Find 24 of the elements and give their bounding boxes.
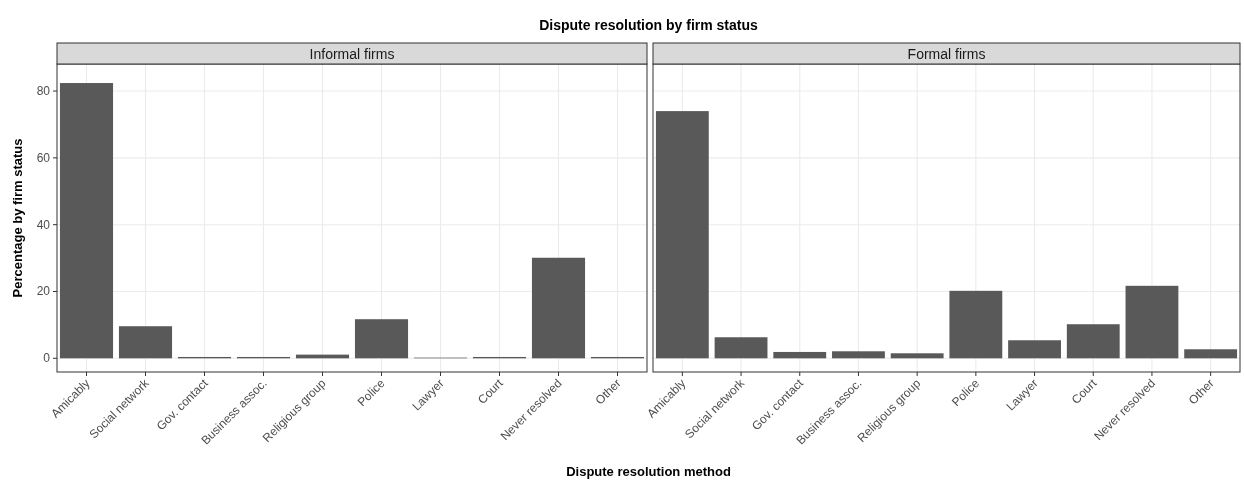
bar [655,111,709,359]
bar [118,326,173,359]
bar [1008,340,1061,359]
chart-title: Dispute resolution by firm status [539,17,758,33]
bar [949,290,1003,359]
y-tick-label: 80 [36,84,51,99]
bar [714,337,768,359]
bar [1184,349,1238,359]
bar [1125,285,1179,359]
y-tick-label: 40 [36,217,51,232]
x-axis-title: Dispute resolution method [566,464,731,479]
bar [890,353,944,359]
bar [531,257,586,359]
y-tick-label: 0 [43,351,51,366]
bar [59,83,114,359]
bar [1066,324,1120,359]
chart-subtitle: Informal firms [309,45,395,62]
y-tick-label: 60 [36,150,51,165]
y-tick-label: 20 [36,284,51,299]
bar [354,319,409,359]
chart-subtitle: Formal firms [907,45,986,62]
bar [773,351,827,359]
y-axis-title: Percentage by firm status [10,138,25,298]
bar [832,351,885,359]
